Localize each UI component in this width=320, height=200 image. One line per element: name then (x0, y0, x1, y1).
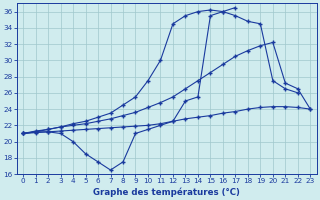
X-axis label: Graphe des températures (°C): Graphe des températures (°C) (93, 187, 240, 197)
